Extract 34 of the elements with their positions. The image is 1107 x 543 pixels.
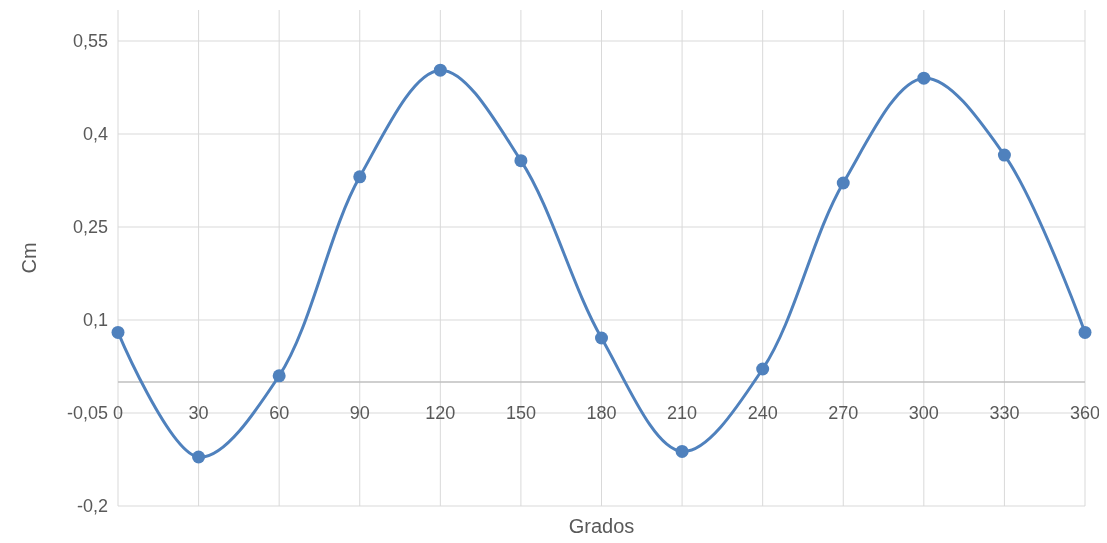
x-tick-label: 0 <box>112 403 124 423</box>
y-axis-title: Cm <box>18 242 40 274</box>
x-tick-label: 240 <box>747 403 778 423</box>
point <box>192 450 206 464</box>
point <box>433 63 447 77</box>
point <box>111 325 125 339</box>
y-tick-label: 0,25 <box>72 217 108 238</box>
point <box>675 444 689 458</box>
point <box>1078 325 1092 339</box>
x-tick-label: 270 <box>828 403 859 423</box>
x-tick-label: 330 <box>989 403 1020 423</box>
x-axis-title: Grados <box>568 515 635 537</box>
point <box>917 71 931 85</box>
y-tick-label: -0,05 <box>66 403 108 424</box>
x-tick-label: 120 <box>425 403 456 423</box>
y-tick-label: 0,55 <box>72 31 108 52</box>
x-tick-label: 90 <box>349 403 370 423</box>
point <box>514 154 528 168</box>
x-tick-label: 60 <box>269 403 290 423</box>
x-tick-label: 150 <box>505 403 536 423</box>
y-tick-label: 0,1 <box>82 310 108 331</box>
x-tick-label: 210 <box>667 403 698 423</box>
point <box>997 148 1011 162</box>
x-tick-label: 180 <box>586 403 617 423</box>
y-tick-label: -0,2 <box>76 496 108 517</box>
point <box>272 369 286 383</box>
point <box>756 362 770 376</box>
x-tick-label: 300 <box>908 403 939 423</box>
point <box>353 170 367 184</box>
point <box>836 176 850 190</box>
y-tick-label: 0,4 <box>82 124 108 145</box>
point <box>595 331 608 345</box>
x-tick-label: 30 <box>188 403 209 423</box>
x-tick-label: 360 <box>1069 403 1101 423</box>
